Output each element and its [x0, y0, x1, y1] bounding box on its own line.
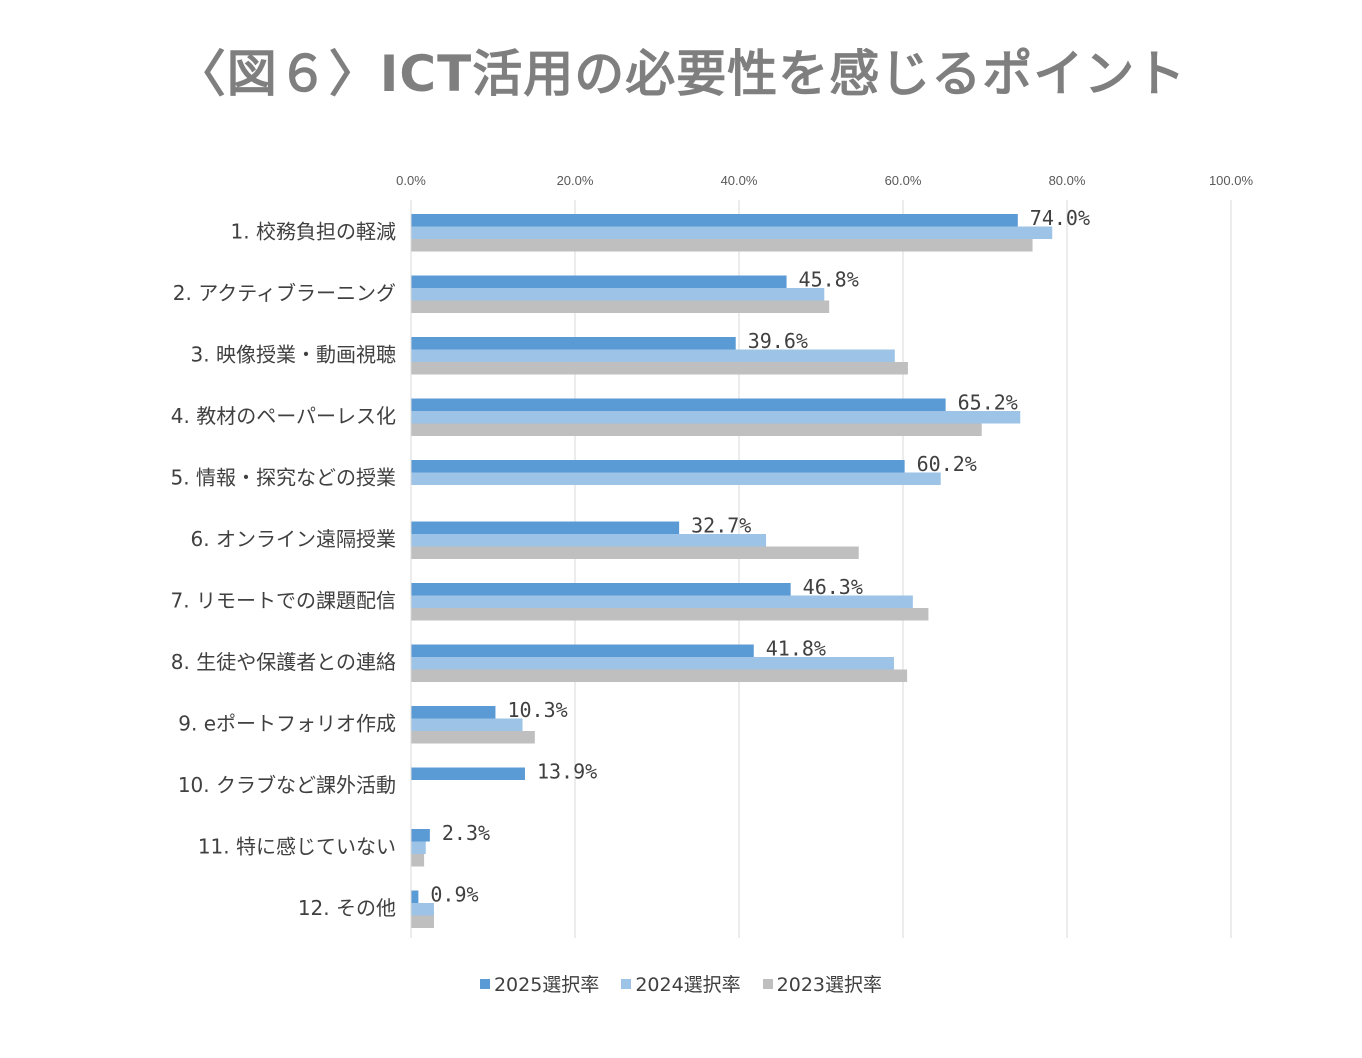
- data-label: 2.3%: [442, 821, 490, 845]
- bar: [411, 337, 736, 350]
- data-label: 46.3%: [803, 575, 863, 599]
- bar: [411, 362, 908, 375]
- bar: [411, 521, 680, 534]
- data-label: 10.3%: [507, 698, 567, 722]
- data-label: 60.2%: [917, 452, 977, 476]
- category-label: 6. オンライン遠隔授業: [191, 527, 396, 551]
- category-label: 2. アクティブラーニング: [173, 281, 396, 305]
- bar: [411, 608, 929, 621]
- bar: [411, 706, 496, 719]
- category-label: 4. 教材のペーパーレス化: [171, 404, 396, 428]
- data-label: 65.2%: [958, 390, 1018, 414]
- legend-label: 2023選択率: [776, 974, 883, 996]
- legend-item: 2025選択率: [479, 970, 600, 997]
- bar: [411, 460, 905, 473]
- bar: [411, 854, 425, 867]
- bar: [411, 595, 913, 608]
- legend-label: 2025選択率: [493, 974, 600, 996]
- bar: [411, 423, 982, 436]
- data-label: 13.9%: [537, 759, 597, 783]
- category-label: 8. 生徒や保護者との連絡: [171, 650, 396, 674]
- category-label: 12. その他: [298, 896, 396, 920]
- bar: [411, 718, 523, 731]
- bar: [411, 546, 859, 559]
- bar: [411, 731, 535, 744]
- bar: [411, 583, 791, 596]
- bar: [411, 767, 525, 780]
- bar: [411, 903, 434, 916]
- legend-label: 2024選択率: [635, 974, 741, 996]
- legend-swatch: [762, 978, 773, 989]
- bar: [411, 657, 894, 670]
- data-label: 32.7%: [691, 513, 751, 537]
- bar: [411, 239, 1033, 252]
- bar: [411, 915, 434, 928]
- legend-swatch: [621, 978, 632, 989]
- bar: [411, 472, 941, 485]
- bar: [411, 534, 767, 547]
- bar: [411, 841, 426, 854]
- data-label: 45.8%: [799, 267, 859, 291]
- x-tick-label: 80.0%: [1049, 173, 1086, 188]
- bar: [411, 300, 830, 313]
- bar: [411, 829, 430, 842]
- x-tick-label: 20.0%: [557, 173, 594, 188]
- category-label: 10. クラブなど課外活動: [178, 773, 396, 797]
- data-label: 74.0%: [1030, 206, 1090, 230]
- x-tick-label: 100.0%: [1209, 173, 1254, 188]
- bar: [411, 411, 1021, 424]
- bar: [411, 890, 419, 903]
- bar: [411, 644, 754, 657]
- bar: [411, 275, 787, 288]
- bar: [411, 226, 1053, 239]
- chart-title: 〈図６〉ICT活用の必要性を感じるポイント: [175, 45, 1187, 103]
- category-label: 3. 映像授業・動画視聴: [191, 342, 396, 366]
- x-tick-label: 60.0%: [885, 173, 922, 188]
- x-tick-label: 40.0%: [721, 173, 758, 188]
- legend-swatch: [479, 978, 490, 989]
- data-label: 41.8%: [766, 636, 826, 660]
- chart-legend: 2025選択率 2024選択率 2023選択率: [0, 970, 1362, 997]
- data-label: 39.6%: [748, 329, 808, 353]
- bar: [411, 288, 825, 301]
- category-label: 5. 情報・探究などの授業: [171, 465, 396, 489]
- legend-item: 2024選択率: [621, 970, 741, 997]
- category-label: 9. eポートフォリオ作成: [178, 711, 396, 735]
- bar: [411, 398, 946, 411]
- category-label: 7. リモートでの課題配信: [171, 588, 396, 612]
- bar: [411, 349, 895, 362]
- bar: [411, 214, 1018, 227]
- bar: [411, 669, 908, 682]
- category-label: 11. 特に感じていない: [198, 834, 396, 858]
- data-label: 0.9%: [430, 882, 478, 906]
- legend-item: 2023選択率: [762, 970, 883, 997]
- category-label: 1. 校務負担の軽減: [231, 219, 396, 243]
- x-tick-label: 0.0%: [396, 173, 426, 188]
